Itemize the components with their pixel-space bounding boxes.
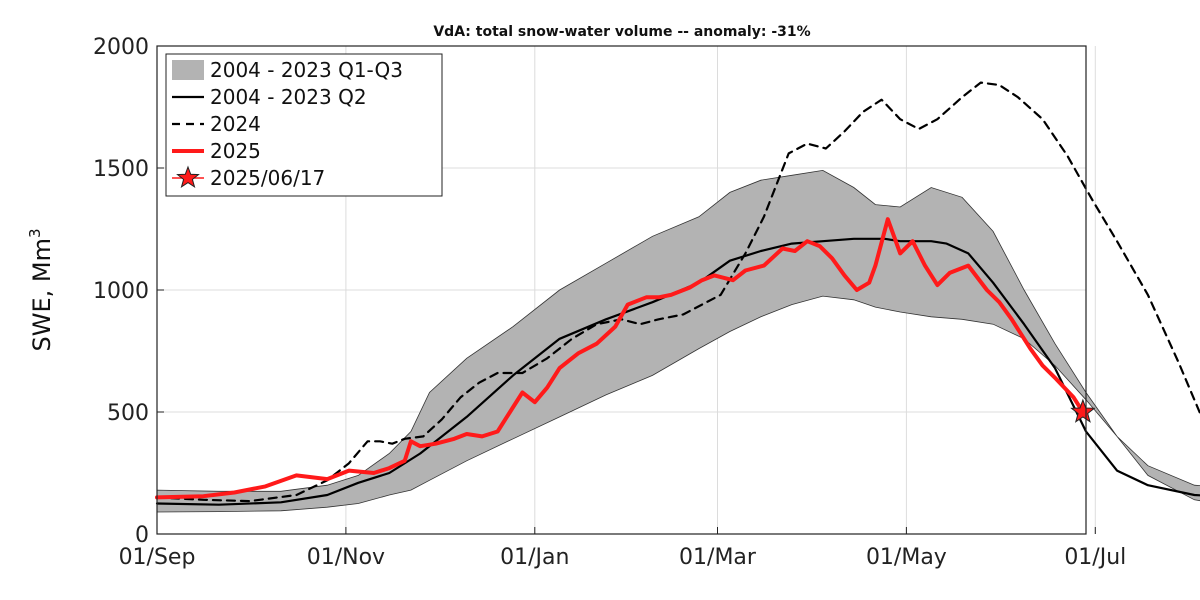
- legend-label: 2004 - 2023 Q1-Q3: [210, 58, 403, 82]
- legend-swatch-star: [176, 165, 200, 189]
- y-tick-label: 0: [135, 523, 149, 548]
- x-tick-label: 01/Jul: [1064, 545, 1126, 570]
- legend-box: [165, 53, 443, 197]
- y-axis-label-text: SWE, Mm: [28, 238, 56, 351]
- y-tick-label: 500: [107, 401, 149, 426]
- x-tick-label: 01/Mar: [679, 545, 757, 570]
- series-band-q1-q3: [156, 169, 1200, 513]
- x-tick-label: 01/Jan: [500, 545, 569, 570]
- legend-label: 2004 - 2023 Q2: [210, 85, 367, 109]
- y-tick-label: 1500: [93, 157, 149, 182]
- series-layer: [155, 81, 1200, 506]
- tick-layer: 01/Sep 01/Nov 01/Jan 01/Mar 01/May 01/Jul 0 500…: [93, 35, 1126, 570]
- legend-label: 2024: [210, 112, 261, 136]
- y-tick-label: 2000: [93, 35, 149, 60]
- y-tick-label: 1000: [93, 279, 149, 304]
- series-line-2024: [155, 81, 1200, 503]
- x-tick-label: 01/May: [866, 545, 947, 570]
- legend-label: 2025/06/17: [210, 166, 325, 190]
- x-tick-label: 01/Nov: [307, 545, 385, 570]
- legend-label: 2025: [210, 139, 261, 163]
- series-line-2025: [155, 217, 1085, 500]
- legend: 2004 - 2023 Q1-Q3 2004 - 2023 Q2 2024 2025 2…: [165, 53, 443, 197]
- band-layer: [156, 169, 1200, 513]
- marker-star-2025-06-17: [1070, 398, 1096, 423]
- x-tick-label: 01/Sep: [119, 545, 196, 570]
- legend-swatch-band: [172, 60, 204, 80]
- y-axis-label-superscript: 3: [26, 228, 44, 238]
- chart-title: VdA: total snow-water volume -- anomaly:…: [433, 24, 810, 40]
- y-axis-label: SWE, Mm3: [26, 228, 56, 351]
